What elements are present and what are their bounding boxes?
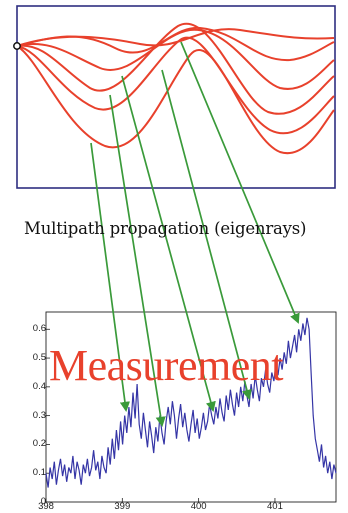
arrow-3: [121, 75, 216, 412]
arrow-5: [180, 41, 300, 324]
eigenray-4: [16, 22, 335, 115]
y-tick-label: 0: [40, 496, 46, 507]
eigenray-5: [16, 36, 335, 135]
eigenray-3: [16, 28, 335, 90]
source-point: [13, 42, 21, 50]
y-tick-label: 0.1: [32, 467, 46, 479]
eigenray-group: [16, 22, 335, 155]
y-tick-label: 0.4: [32, 380, 46, 392]
x-tick-label: 399: [114, 501, 131, 512]
arrow-4: [161, 69, 252, 400]
y-tick-label: 0.6: [32, 323, 46, 335]
x-tick-label: 398: [38, 501, 54, 512]
y-tick-label: 0.5: [32, 352, 46, 364]
x-tick-label: 400: [190, 501, 207, 512]
y-tick-label: 0.3: [32, 409, 46, 421]
arrow-group: [90, 41, 300, 428]
measurement-label: Measurement: [49, 341, 283, 390]
measured-signal-line: [45, 317, 337, 488]
arrow-1: [90, 142, 130, 413]
eigenray-2: [16, 26, 335, 62]
caption: Multipath propagation (eigenrays): [24, 219, 307, 238]
eigenray-6: [16, 45, 335, 155]
y-tick-label: 0.2: [32, 438, 46, 450]
x-tick-label: 401: [267, 501, 283, 512]
arrow-2: [109, 94, 166, 428]
